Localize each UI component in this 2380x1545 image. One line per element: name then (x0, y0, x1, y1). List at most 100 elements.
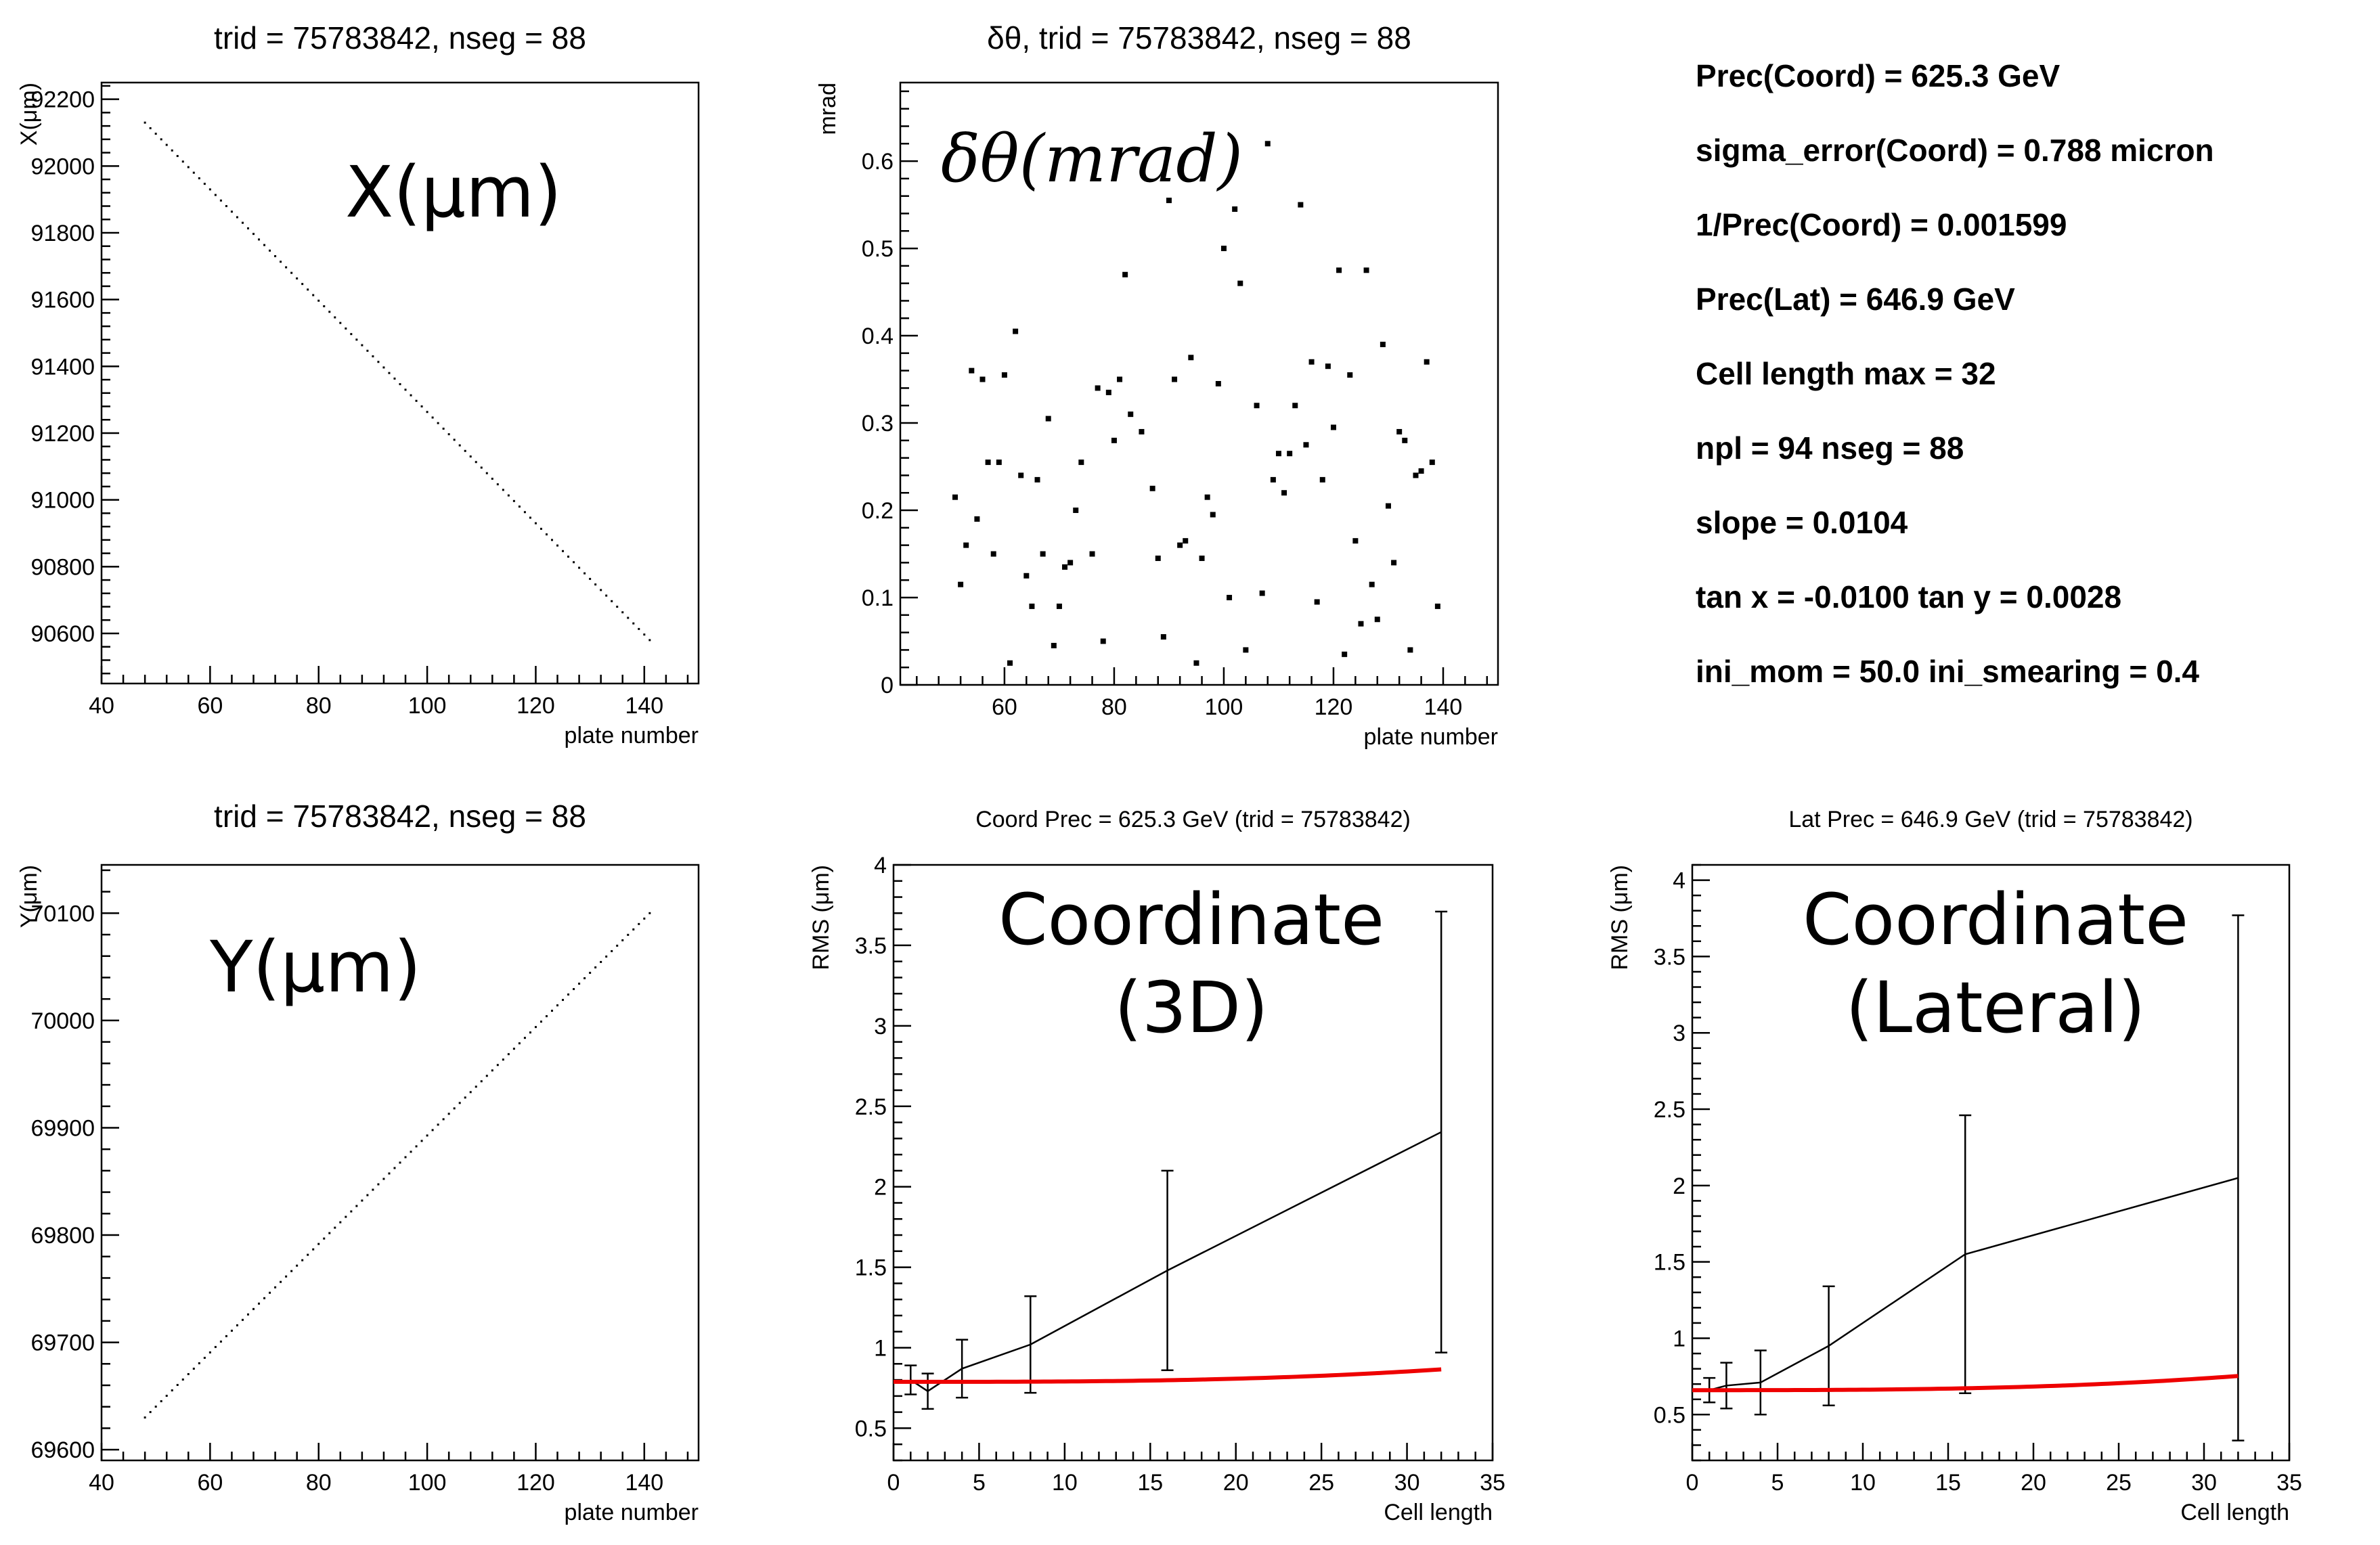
data-point (1029, 603, 1035, 609)
x-tick-label: 5 (973, 1470, 986, 1496)
data-point (1402, 437, 1408, 443)
data-point (545, 533, 548, 536)
data-point (1105, 389, 1111, 395)
data-point (469, 455, 472, 458)
data-point (274, 255, 277, 258)
chart-annotation: X(μm) (345, 151, 562, 233)
data-point (323, 305, 326, 308)
data-point (529, 1031, 531, 1034)
data-point (627, 617, 630, 619)
data-point (214, 194, 217, 196)
data-point (1007, 660, 1013, 666)
data-point (1062, 564, 1068, 570)
data-point (1034, 476, 1040, 483)
data-point (1018, 472, 1024, 478)
data-point (355, 1205, 358, 1207)
x-axis-label: plate number (565, 723, 699, 748)
data-point (1128, 411, 1134, 418)
data-point (1149, 485, 1155, 491)
data-point (1424, 359, 1430, 365)
data-point (578, 566, 581, 569)
x-tick-label: 0 (887, 1470, 900, 1496)
data-point (1100, 638, 1106, 644)
data-point (317, 299, 320, 302)
data-point (638, 922, 640, 925)
data-point (458, 444, 461, 447)
data-point (507, 1053, 510, 1056)
data-point (1078, 460, 1084, 466)
data-point (176, 1383, 179, 1386)
data-point (225, 1335, 227, 1337)
data-point (611, 949, 613, 952)
data-point (1051, 642, 1057, 648)
data-point (562, 999, 565, 1002)
chart-annotation: Coordinate (1803, 878, 2188, 961)
data-point (996, 460, 1002, 466)
data-point (285, 266, 288, 269)
data-point (567, 556, 570, 558)
data-point (437, 1123, 439, 1126)
data-point (638, 627, 640, 630)
data-point (236, 1324, 238, 1326)
y-tick-label: 1.5 (1654, 1250, 1685, 1276)
data-point (632, 928, 635, 931)
data-point (219, 199, 222, 202)
data-point (1418, 468, 1424, 474)
data-point (632, 622, 635, 625)
data-point (969, 367, 975, 374)
data-point (285, 1275, 288, 1278)
data-point (345, 327, 347, 330)
info-line: sigma_error(Coord) = 0.788 micron (1696, 133, 2214, 168)
data-point (1292, 403, 1298, 409)
data-point (203, 1356, 206, 1359)
y-tick-label: 3.5 (855, 933, 887, 959)
x-tick-label: 35 (2276, 1470, 2302, 1496)
data-point (1308, 359, 1315, 365)
data-point (442, 427, 445, 430)
data-point (1220, 246, 1227, 252)
data-point (551, 1010, 554, 1012)
data-point (1215, 381, 1221, 386)
data-point (475, 461, 477, 464)
data-point (643, 633, 646, 636)
data-point (263, 1297, 266, 1299)
x-axis-label: Cell length (2180, 1500, 2289, 1525)
data-point (605, 594, 608, 597)
data-point (611, 600, 613, 602)
data-point (144, 1416, 146, 1419)
data-point (165, 143, 168, 146)
x-axis-label: Cell length (1384, 1500, 1493, 1525)
data-point (551, 539, 554, 541)
data-point (1369, 581, 1375, 587)
x-tick-label: 80 (1101, 694, 1127, 720)
chart-y_plot: trid = 75783842, nseg = 88 40 60 80 100 120 14… (16, 799, 700, 1525)
data-point (974, 516, 980, 522)
data-point (345, 1215, 347, 1218)
data-point (539, 527, 542, 530)
data-point (985, 460, 991, 466)
data-point (203, 183, 206, 185)
plot-frame (899, 81, 1499, 686)
data-point (523, 1037, 526, 1039)
data-point (290, 1270, 293, 1272)
y-tick-label: 3 (874, 1014, 887, 1039)
data-point (502, 1058, 504, 1061)
plot-frame (892, 864, 1494, 1462)
data-point (334, 1226, 336, 1229)
data-point (404, 1156, 407, 1159)
x-tick-label: 120 (516, 1470, 555, 1496)
data-point (600, 589, 602, 591)
data-point (307, 288, 309, 291)
data-point (415, 1145, 418, 1148)
data-point (589, 577, 592, 580)
y-axis-label: X(μm) (16, 83, 42, 145)
data-point (372, 1188, 374, 1191)
data-point (154, 133, 157, 135)
data-point (1188, 355, 1194, 361)
chart-title: trid = 75783842, nseg = 88 (214, 799, 586, 834)
data-point (388, 1172, 391, 1175)
data-point (393, 1167, 396, 1169)
series-line (1709, 1177, 2239, 1391)
data-point (1385, 503, 1391, 509)
y-tick-label: 2.5 (1654, 1097, 1685, 1123)
